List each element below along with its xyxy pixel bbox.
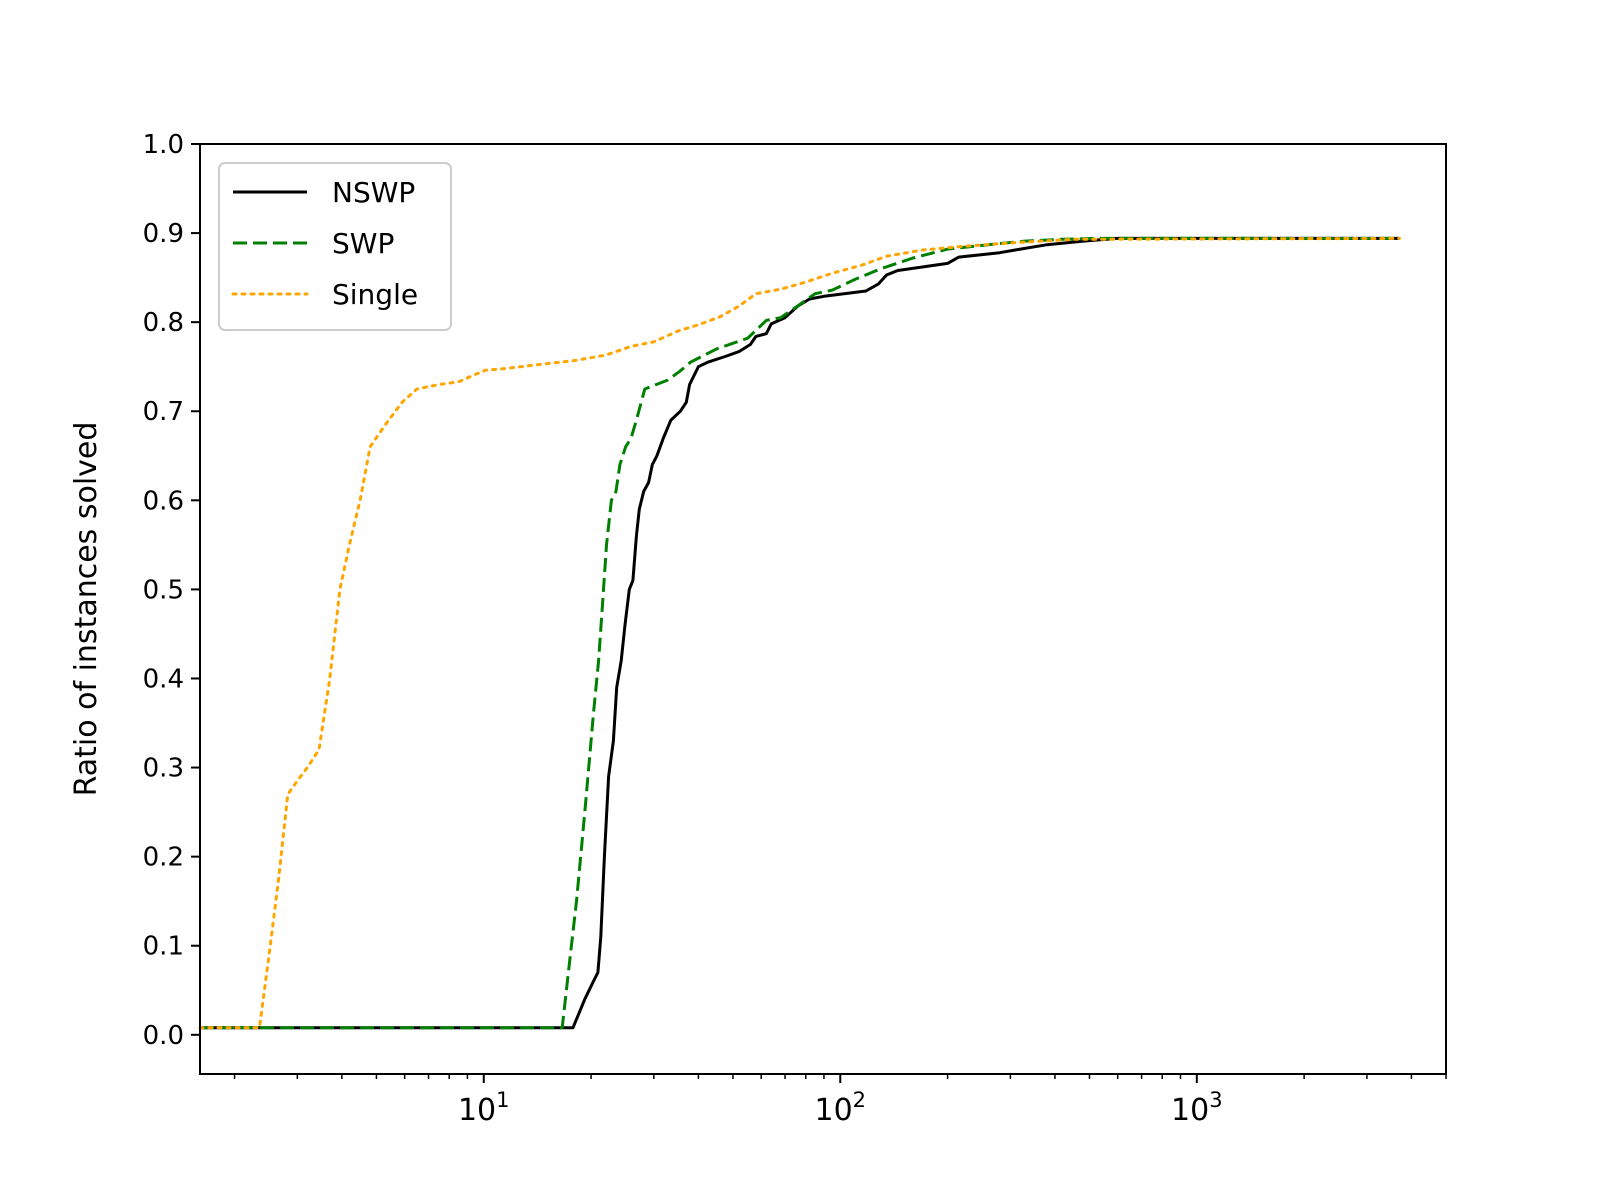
series-line-nswp: [200, 236, 1400, 1030]
legend-label: Single: [332, 278, 418, 311]
legend: NSWP SWP Single: [218, 162, 452, 331]
y-tick-label: 0.8: [143, 308, 184, 338]
y-axis: 0.0 0.1 0.2 0.3 0.4 0.5 0.6 0.7 0.8 0.9 1.0: [143, 130, 200, 1051]
y-axis-label: Ratio of instances solved: [69, 422, 104, 797]
x-tick-label: 103: [1171, 1088, 1223, 1128]
legend-label: NSWP: [332, 176, 415, 209]
x-tick-base: 10: [1171, 1093, 1209, 1128]
y-tick-label: 0.6: [143, 486, 184, 516]
x-tick-label: 101: [458, 1088, 510, 1128]
x-tick-exponent: 1: [496, 1088, 509, 1112]
legend-label: SWP: [332, 227, 394, 260]
series-line-single: [198, 236, 1401, 1030]
x-tick-exponent: 2: [853, 1088, 866, 1112]
plot-frame: [199, 143, 1447, 1075]
legend-box: [218, 162, 452, 331]
y-tick-label: 0.4: [143, 664, 184, 694]
y-tick-label: 0.9: [143, 219, 184, 249]
y-tick-label: 0.3: [143, 754, 184, 784]
x-tick-label: 102: [814, 1088, 866, 1128]
y-tick-label: 0.2: [143, 843, 184, 873]
series-line-swp: [200, 236, 1400, 1030]
x-axis: 101 102 103: [233, 1074, 1447, 1128]
x-tick-base: 10: [458, 1093, 496, 1128]
y-tick-label: 0.7: [143, 397, 184, 427]
y-tick-label: 0.1: [143, 932, 184, 962]
y-tick-label: 0.5: [143, 575, 184, 605]
series-layer: [198, 236, 1401, 1030]
y-tick-label: 0.0: [143, 1021, 184, 1051]
x-tick-exponent: 3: [1209, 1088, 1222, 1112]
x-tick-base: 10: [814, 1093, 852, 1128]
y-tick-label: 1.0: [143, 130, 184, 160]
